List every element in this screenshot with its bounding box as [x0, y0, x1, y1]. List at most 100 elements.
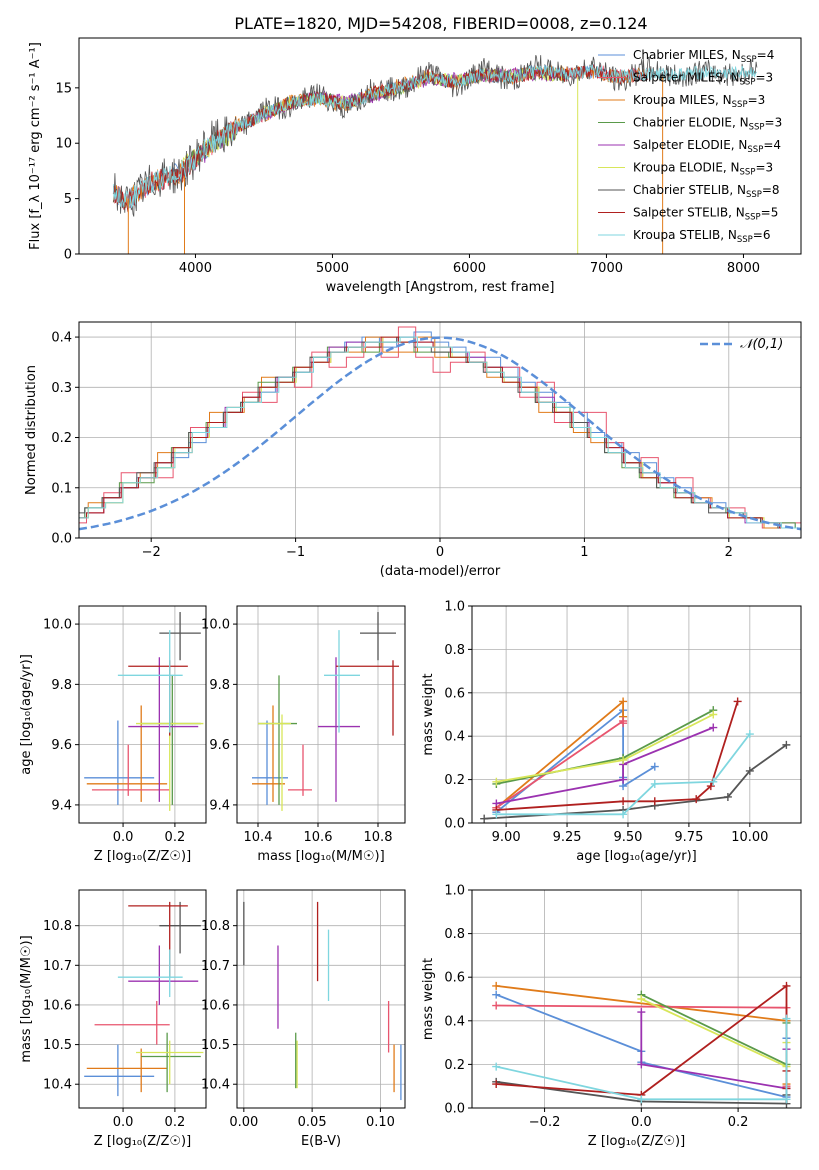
mass-weight-marker [709, 777, 718, 786]
histogram-series-6 [79, 336, 801, 529]
y-tick-label: 0.0 [444, 817, 465, 832]
y-tick-label: 10.4 [43, 1078, 72, 1093]
y-tick-label: 0.0 [444, 1102, 465, 1117]
x-axis-label: E(B-V) [301, 1134, 341, 1149]
plot-area [243, 901, 402, 1101]
x-axis-label: Z [log₁₀(Z/Z☉)] [94, 849, 191, 864]
panel-0: 4000 5000 6000 7000 8000 0 5 10 15 wavelength [An… [28, 37, 802, 295]
x-tick-label: 7000 [590, 261, 623, 276]
x-tick-label: 0.0 [113, 1115, 134, 1130]
spectrum-series-8 [112, 64, 758, 209]
y-axis-label: mass [log₁₀(M/M☉)] [19, 935, 34, 1062]
y-tick-label: 10.7 [43, 959, 72, 974]
mass-weight-marker [492, 981, 501, 990]
x-tick-label: 10.00 [731, 830, 768, 845]
x-tick-label: 0.05 [298, 1115, 327, 1130]
y-tick-label: 10.0 [43, 618, 72, 633]
y-tick-label: 10.5 [201, 1038, 230, 1053]
normal-curve [79, 336, 801, 531]
x-tick-label: 1 [580, 545, 588, 560]
mass-weight-marker [782, 981, 791, 990]
mass-weight-series-5 [640, 998, 788, 1069]
mass-weight-marker [650, 797, 659, 806]
y-tick-label: 0.6 [444, 686, 465, 701]
mass-weight-marker [619, 775, 628, 784]
legend-entry: Salpeter STELIB, NSSP=5 [633, 206, 778, 223]
axes-frame [78, 37, 802, 255]
x-tick-label: 9.75 [674, 830, 703, 845]
y-tick-label: 0.3 [51, 381, 72, 396]
y-tick-label: 10.5 [43, 1038, 72, 1053]
legend-entry: Chabrier MILES, NSSP=4 [633, 48, 774, 65]
x-axis-label: Z [log₁₀(Z/Z☉)] [94, 1134, 191, 1149]
plot-area [252, 612, 399, 811]
x-axis-label: age [log₁₀(age/yr)] [576, 849, 697, 864]
y-axis-label: Normed distribution [24, 365, 39, 495]
panel-6: 0.00 0.05 0.10 10.4 10.5 10.6 10.7 10.8 E(B-V) [201, 889, 406, 1149]
mass-weight-marker [650, 779, 659, 788]
histogram-series-4 [79, 336, 801, 529]
x-axis-label: Z [log₁₀(Z/Z☉)] [588, 1134, 685, 1149]
mass-weight-series-7 [496, 701, 739, 811]
axes-frame [236, 605, 406, 824]
y-axis-label: Flux [f_λ 10⁻¹⁷ erg cm⁻² s⁻¹ A⁻¹] [28, 42, 43, 250]
mass-weight-marker [480, 814, 489, 823]
y-axis-label: mass weight [421, 673, 436, 755]
axes-frame [78, 605, 207, 824]
y-tick-label: 0.4 [444, 730, 465, 745]
y-tick-label: 0.8 [444, 643, 465, 658]
x-tick-label: 0.2 [165, 830, 186, 845]
mass-weight-marker [782, 1014, 791, 1023]
mass-weight-series-6 [484, 744, 787, 820]
mass-weight-marker [745, 730, 754, 739]
histogram-series-2 [79, 336, 801, 529]
mass-weight-marker [650, 762, 659, 771]
y-tick-label: 0.1 [51, 481, 72, 496]
x-tick-label: 10.6 [304, 830, 333, 845]
mass-weight-marker [637, 995, 646, 1003]
mass-weight-marker [492, 777, 501, 786]
axes-frame [78, 889, 207, 1109]
mass-weight-marker [619, 810, 628, 819]
x-tick-label: 10.4 [244, 830, 273, 845]
mass-weight-series-2 [495, 719, 624, 809]
y-tick-label: 10.6 [43, 998, 72, 1013]
y-axis-label: age [log₁₀(age/yr)] [19, 654, 34, 775]
x-tick-label: 9.00 [492, 830, 521, 845]
mass-weight-marker [619, 697, 628, 706]
axes-frame [236, 889, 406, 1109]
mass-weight-marker [637, 1095, 646, 1104]
y-tick-label: 10.7 [201, 959, 230, 974]
x-tick-label: 0 [436, 545, 444, 560]
y-tick-label: 9.8 [51, 678, 72, 693]
y-tick-label: 0.2 [51, 431, 72, 446]
mass-weight-marker [492, 1062, 501, 1071]
x-axis-label: (data-model)/error [380, 564, 501, 579]
legend-entry: 𝒩(0,1) [740, 337, 783, 352]
x-tick-label: 2 [725, 545, 733, 560]
y-tick-label: 10 [55, 137, 72, 152]
y-tick-label: 15 [55, 81, 72, 96]
plot-area [480, 697, 791, 823]
panel-4: 9.00 9.25 9.50 9.75 10.00 0.0 0.2 0.4 0.6 0.8 1.0 a… [421, 600, 802, 864]
x-axis-label: wavelength [Angstrom, rest frame] [326, 280, 555, 295]
x-axis-label: mass [log₁₀(M/M☉)] [257, 849, 384, 864]
legend-entry: Kroupa STELIB, NSSP=6 [633, 228, 771, 245]
y-tick-label: 0.8 [444, 927, 465, 942]
histogram-series-7 [79, 336, 801, 529]
legend: Chabrier MILES, NSSP=4 Salpeter MILES, NS… [598, 48, 782, 245]
panel-3: 10.4 10.6 10.8 9.4 9.6 9.8 10.0 mass [log₁₀(M/M… [201, 605, 406, 864]
y-tick-label: 0.0 [51, 532, 72, 547]
x-tick-label: 10.8 [364, 830, 393, 845]
legend-entry: Salpeter MILES, NSSP=3 [633, 71, 773, 88]
legend-entry: Chabrier ELODIE, NSSP=3 [633, 116, 782, 133]
y-tick-label: 0 [64, 248, 72, 263]
histogram-series-3 [79, 341, 801, 529]
y-tick-label: 0.4 [51, 331, 72, 346]
x-tick-label: −1 [286, 545, 305, 560]
mass-weight-marker [492, 990, 501, 999]
mass-weight-marker [706, 782, 715, 791]
x-tick-label: 4000 [179, 261, 212, 276]
